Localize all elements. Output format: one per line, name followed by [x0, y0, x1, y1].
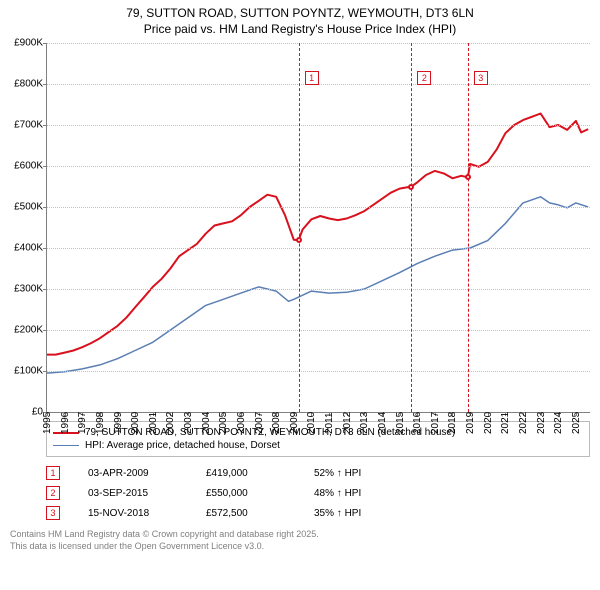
event-line: [468, 43, 469, 412]
x-tick-label: 2006: [236, 412, 247, 434]
events-table-row: 3 15-NOV-2018 £572,500 35% ↑ HPI: [46, 503, 554, 523]
x-tick-label: 2011: [324, 413, 335, 435]
legend-item-hpi: HPI: Average price, detached house, Dors…: [53, 439, 583, 452]
y-tick-label: £500K: [14, 202, 47, 213]
event-delta: 52% ↑ HPI: [314, 468, 361, 479]
x-tick-label: 1998: [95, 412, 106, 434]
x-tick-label: 2008: [271, 412, 282, 434]
x-tick-label: 2005: [218, 412, 229, 434]
event-price: £419,000: [206, 468, 286, 479]
x-tick-label: 2019: [465, 412, 476, 434]
event-number-box: 3: [46, 506, 60, 520]
event-date: 15-NOV-2018: [88, 508, 178, 519]
x-tick-label: 1996: [60, 412, 71, 434]
y-gridline: [47, 166, 590, 167]
event-marker: 2: [417, 71, 431, 85]
y-gridline: [47, 207, 590, 208]
y-tick-label: £300K: [14, 284, 47, 295]
legend-label-hpi: HPI: Average price, detached house, Dors…: [85, 440, 280, 451]
event-delta: 48% ↑ HPI: [314, 488, 361, 499]
title-line-2: Price paid vs. HM Land Registry's House …: [10, 22, 590, 38]
x-tick-label: 2000: [130, 412, 141, 434]
x-tick-label: 2023: [536, 412, 547, 434]
x-tick-label: 2007: [254, 412, 265, 434]
x-tick-label: 2014: [377, 412, 388, 434]
x-tick-label: 2013: [359, 412, 370, 434]
x-tick-label: 2020: [483, 412, 494, 434]
x-tick-label: 2002: [165, 412, 176, 434]
y-tick-label: £100K: [14, 366, 47, 377]
x-tick-label: 2018: [447, 412, 458, 434]
title-line-1: 79, SUTTON ROAD, SUTTON POYNTZ, WEYMOUTH…: [10, 6, 590, 22]
series-line-hpi: [47, 197, 588, 373]
y-gridline: [47, 330, 590, 331]
sale-point-marker: [465, 174, 471, 180]
y-gridline: [47, 43, 590, 44]
event-price: £572,500: [206, 508, 286, 519]
event-date: 03-SEP-2015: [88, 488, 178, 499]
x-tick-label: 2009: [289, 412, 300, 434]
event-price: £550,000: [206, 488, 286, 499]
events-table-row: 2 03-SEP-2015 £550,000 48% ↑ HPI: [46, 483, 554, 503]
x-tick-label: 2024: [553, 412, 564, 434]
event-date: 03-APR-2009: [88, 468, 178, 479]
x-tick-label: 2016: [412, 412, 423, 434]
footer-attribution: Contains HM Land Registry data © Crown c…: [10, 529, 590, 552]
event-marker: 3: [474, 71, 488, 85]
y-tick-label: £700K: [14, 120, 47, 131]
events-table-row: 1 03-APR-2009 £419,000 52% ↑ HPI: [46, 463, 554, 483]
sale-point-marker: [296, 237, 302, 243]
x-tick-label: 1997: [77, 412, 88, 434]
x-tick-label: 1995: [42, 412, 53, 434]
x-tick-label: 2017: [430, 412, 441, 434]
chart-svg: [47, 43, 590, 412]
plot-area: £0£100K£200K£300K£400K£500K£600K£700K£80…: [46, 43, 590, 413]
x-tick-label: 2010: [306, 412, 317, 434]
y-tick-label: £600K: [14, 161, 47, 172]
series-line-property: [47, 114, 588, 355]
x-tick-label: 2015: [395, 412, 406, 434]
x-tick-label: 2012: [342, 412, 353, 434]
chart-container: 79, SUTTON ROAD, SUTTON POYNTZ, WEYMOUTH…: [0, 0, 600, 590]
event-number-box: 2: [46, 486, 60, 500]
y-tick-label: £900K: [14, 38, 47, 49]
event-marker: 1: [305, 71, 319, 85]
x-tick-label: 2004: [201, 412, 212, 434]
y-tick-label: £200K: [14, 325, 47, 336]
y-gridline: [47, 371, 590, 372]
chart-title: 79, SUTTON ROAD, SUTTON POYNTZ, WEYMOUTH…: [0, 0, 600, 39]
y-tick-label: £400K: [14, 243, 47, 254]
event-number-box: 1: [46, 466, 60, 480]
x-tick-label: 1999: [113, 412, 124, 434]
x-tick-label: 2003: [183, 412, 194, 434]
x-tick-label: 2001: [148, 412, 159, 434]
event-delta: 35% ↑ HPI: [314, 508, 361, 519]
y-gridline: [47, 289, 590, 290]
y-tick-label: £800K: [14, 79, 47, 90]
y-gridline: [47, 125, 590, 126]
events-table: 1 03-APR-2009 £419,000 52% ↑ HPI 2 03-SEP-201…: [46, 463, 554, 523]
footer-line-2: This data is licensed under the Open Gov…: [10, 541, 590, 553]
event-line: [299, 43, 300, 412]
x-tick-label: 2022: [518, 412, 529, 434]
y-gridline: [47, 248, 590, 249]
x-tick-label: 2021: [500, 412, 511, 434]
legend-swatch-hpi: [53, 445, 79, 446]
event-line: [411, 43, 412, 412]
sale-point-marker: [408, 184, 414, 190]
footer-line-1: Contains HM Land Registry data © Crown c…: [10, 529, 590, 541]
x-tick-label: 2025: [571, 412, 582, 434]
